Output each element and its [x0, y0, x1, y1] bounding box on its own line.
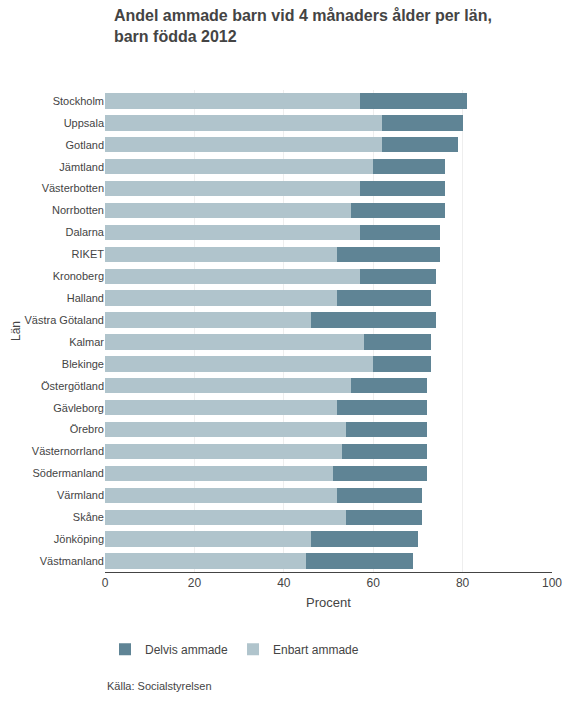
svg-text:Län: Län	[9, 321, 23, 341]
svg-text:80: 80	[456, 576, 470, 590]
svg-text:Kalmar: Kalmar	[69, 336, 104, 348]
svg-text:Kronoberg: Kronoberg	[53, 270, 104, 282]
svg-text:60: 60	[367, 576, 381, 590]
svg-text:Stockholm: Stockholm	[53, 95, 104, 107]
svg-text:Procent: Procent	[306, 595, 351, 610]
svg-text:Jämtland: Jämtland	[59, 161, 104, 173]
svg-text:Norrbotten: Norrbotten	[52, 204, 104, 216]
svg-text:Uppsala: Uppsala	[64, 117, 105, 129]
svg-text:Blekinge: Blekinge	[62, 358, 104, 370]
svg-text:100: 100	[542, 576, 562, 590]
svg-text:Delvis ammade: Delvis ammade	[145, 643, 228, 657]
svg-text:Enbart ammade: Enbart ammade	[273, 643, 359, 657]
svg-text:RIKET: RIKET	[72, 248, 105, 260]
svg-text:Värmland: Värmland	[57, 489, 104, 501]
svg-text:Gävleborg: Gävleborg	[53, 402, 104, 414]
svg-text:Södermanland: Södermanland	[32, 467, 104, 479]
svg-text:Gotland: Gotland	[65, 139, 104, 151]
svg-text:Halland: Halland	[67, 292, 104, 304]
svg-text:0: 0	[102, 576, 109, 590]
svg-text:Andel ammade barn vid 4 månade: Andel ammade barn vid 4 månaders ålder p…	[114, 7, 492, 45]
svg-text:40: 40	[277, 576, 291, 590]
svg-text:20: 20	[188, 576, 202, 590]
svg-text:Källa: Socialstyrelsen: Källa: Socialstyrelsen	[107, 680, 212, 692]
svg-text:Skåne: Skåne	[73, 511, 104, 523]
svg-text:Dalarna: Dalarna	[65, 226, 104, 238]
svg-text:Örebro: Örebro	[70, 423, 104, 435]
svg-text:Västernorrland: Västernorrland	[32, 445, 104, 457]
svg-text:Västra Götaland: Västra Götaland	[25, 314, 105, 326]
svg-text:Västerbotten: Västerbotten	[42, 182, 104, 194]
svg-text:Jönköping: Jönköping	[54, 533, 104, 545]
svg-text:Västmanland: Västmanland	[40, 555, 104, 567]
svg-text:Östergötland: Östergötland	[41, 380, 104, 392]
